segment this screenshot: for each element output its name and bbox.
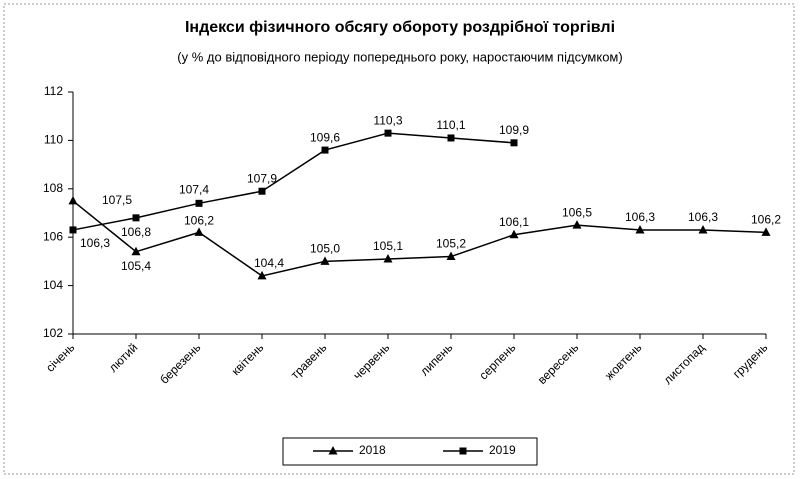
data-label: 107,5 — [102, 193, 132, 207]
data-label: 105,0 — [310, 242, 340, 256]
data-label: 104,4 — [254, 256, 284, 270]
marker — [698, 224, 708, 234]
marker — [447, 134, 455, 142]
y-tick-label: 104 — [43, 278, 63, 292]
legend-box — [282, 437, 538, 466]
data-label: 110,1 — [436, 118, 465, 132]
data-label: 107,4 — [179, 182, 209, 196]
marker — [195, 199, 203, 207]
legend-label: 2018 — [359, 443, 386, 457]
data-label: 106,3 — [625, 210, 655, 224]
series-line — [72, 200, 767, 277]
y-tick-label: 106 — [43, 229, 63, 243]
marker — [132, 214, 140, 222]
marker — [320, 256, 330, 265]
marker — [510, 139, 518, 147]
data-label: 105,2 — [436, 237, 466, 251]
marker — [509, 229, 519, 239]
chart-subtitle: (у % до відповідного періоду попередньог… — [177, 49, 622, 64]
series-line — [72, 132, 515, 231]
chart-title: Індекси фізичного обсягу обороту роздріб… — [185, 19, 615, 36]
marker — [459, 447, 467, 455]
data-label: 106,5 — [562, 205, 592, 219]
marker — [258, 187, 266, 195]
data-label: 107,9 — [247, 171, 277, 185]
data-label: 106,1 — [499, 215, 529, 229]
data-label: 106,2 — [184, 214, 214, 228]
marker — [68, 195, 78, 205]
marker — [761, 227, 771, 236]
data-label: 106,3 — [688, 210, 718, 224]
chart-border — [3, 3, 795, 475]
marker — [69, 226, 77, 234]
marker — [383, 253, 393, 263]
marker — [572, 220, 582, 229]
y-tick-label: 102 — [43, 326, 63, 340]
data-label: 105,4 — [121, 259, 151, 273]
marker — [635, 224, 645, 234]
marker — [321, 146, 329, 154]
marker — [194, 227, 204, 236]
data-label: 109,9 — [499, 123, 529, 137]
data-label: 110,3 — [373, 113, 402, 127]
y-tick-label: 112 — [44, 84, 63, 98]
marker — [257, 270, 267, 280]
data-label: 106,3 — [80, 236, 110, 250]
marker — [328, 446, 338, 455]
data-label: 106,8 — [121, 225, 151, 239]
marker — [131, 246, 141, 256]
marker — [446, 251, 456, 261]
legend-label: 2019 — [489, 443, 516, 457]
marker — [384, 129, 392, 137]
y-tick-label: 110 — [44, 133, 63, 147]
data-label: 109,6 — [310, 130, 340, 144]
data-label: 105,1 — [373, 239, 403, 253]
data-label: 106,2 — [751, 213, 781, 227]
y-tick-label: 108 — [43, 181, 63, 195]
